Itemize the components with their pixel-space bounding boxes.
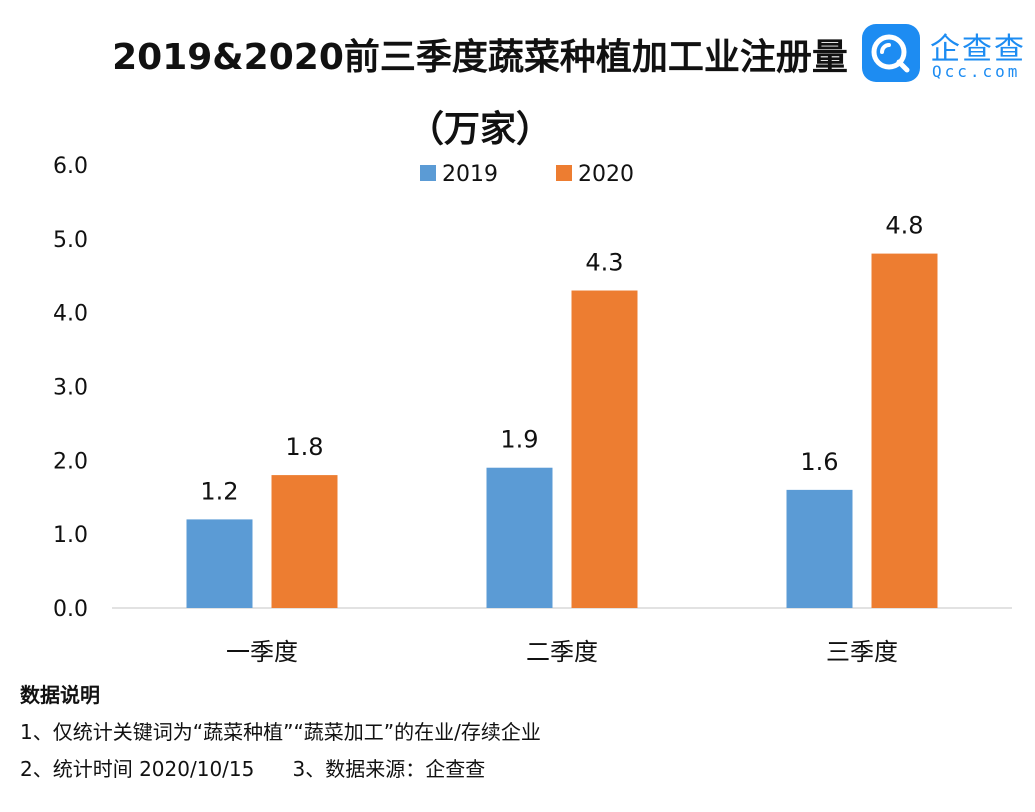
y-tick-label: 6.0 (53, 154, 88, 179)
bar-value-label: 1.2 (200, 477, 238, 505)
qcc-logo-domain: Qcc.com (932, 62, 1021, 81)
value-labels: 1.2 1.8 1.9 4.3 1.6 4.8 (200, 212, 923, 506)
bar-2020-3 (871, 253, 938, 608)
bars (186, 253, 938, 608)
x-category-label: 三季度 (826, 638, 898, 666)
bar-2019-3 (786, 489, 853, 608)
qcc-logo-name: 企查查 (930, 32, 1026, 67)
legend-swatch-2020 (556, 165, 572, 181)
notes-line-1: 1、仅统计关键词为“蔬菜种植”“蔬菜加工”的在业/存续企业 (20, 720, 541, 744)
bar-2020-2 (571, 290, 638, 608)
y-tick-label: 1.0 (53, 523, 88, 548)
bar-2019-2 (486, 467, 553, 608)
data-notes: 数据说明 1、仅统计关键词为“蔬菜种植”“蔬菜加工”的在业/存续企业 2、统计时… (20, 682, 541, 793)
y-tick-label: 3.0 (53, 376, 88, 401)
notes-line-2: 2、统计时间 2020/10/15 3、数据来源：企查查 (20, 757, 486, 781)
bar-value-label: 1.9 (500, 426, 538, 454)
bar-value-label: 4.8 (885, 212, 923, 240)
bar-value-label: 4.3 (585, 249, 623, 277)
chart-title-line1: 2019&2020前三季度蔬菜种植加工业注册量 (112, 37, 848, 78)
chart-legend: 2019 2020 (420, 162, 634, 187)
y-tick-label: 0.0 (53, 597, 88, 622)
y-axis-labels: 0.0 1.0 2.0 3.0 4.0 5.0 6.0 (53, 154, 88, 622)
legend-label-2019: 2019 (442, 162, 498, 187)
bar-2019-1 (186, 519, 253, 608)
legend-swatch-2019 (420, 165, 436, 181)
category-labels: 一季度 二季度 三季度 (226, 638, 898, 666)
qcc-logo-icon (862, 24, 920, 82)
chart-title-line2: （万家） (407, 109, 552, 150)
bar-value-label: 1.6 (800, 448, 838, 476)
legend-label-2020: 2020 (578, 162, 634, 187)
y-tick-label: 4.0 (53, 302, 88, 327)
y-tick-label: 5.0 (53, 228, 88, 253)
notes-heading: 数据说明 (20, 683, 100, 707)
bar-value-label: 1.8 (285, 433, 323, 461)
bar-2020-1 (271, 475, 338, 608)
y-tick-label: 2.0 (53, 449, 88, 474)
x-category-label: 一季度 (226, 638, 298, 666)
x-category-label: 二季度 (526, 638, 598, 666)
qcc-logo: 企查查 Qcc.com (862, 24, 1032, 84)
